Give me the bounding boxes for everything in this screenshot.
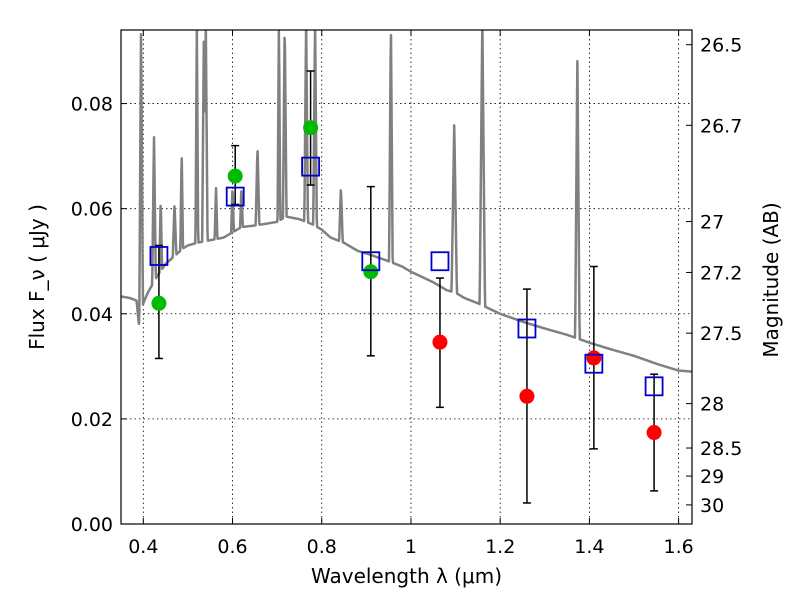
right-tick-label: 29 — [700, 466, 724, 488]
axis-ticks: 0.4 0.6 0.8 1 1.2 1.4 1.6 0.00 0.02 0.04 0.06 0.08 2… — [71, 30, 742, 558]
model-square-marker — [225, 186, 245, 207]
right-tick-label: 27.2 — [700, 262, 742, 284]
x-tick-label: 0.6 — [217, 536, 247, 558]
x-axis-label: Wavelength λ (μm) — [311, 564, 502, 588]
x-tick-label: 0.4 — [128, 536, 158, 558]
photometry-point — [363, 264, 379, 280]
plot-area — [121, 30, 692, 373]
x-tick-label: 1.6 — [664, 536, 694, 558]
y-tick-label: 0.04 — [71, 304, 113, 326]
x-tick-label: 1 — [405, 536, 417, 558]
photometry-point — [646, 425, 662, 441]
model-square-marker — [517, 318, 537, 339]
right-tick-label: 28.5 — [700, 438, 742, 460]
y-tick-label: 0.08 — [71, 94, 113, 116]
right-tick-label: 27 — [700, 212, 724, 234]
x-tick-label: 0.8 — [307, 536, 337, 558]
right-tick-label: 26.7 — [700, 115, 742, 137]
photometry-point — [432, 334, 448, 350]
right-tick-label: 26.5 — [700, 35, 742, 57]
error-bars — [154, 70, 659, 504]
photometry-point — [586, 350, 602, 366]
model-square-marker — [149, 246, 169, 266]
photometry-point — [303, 120, 319, 136]
model-square-marker — [301, 156, 320, 177]
right-axis-label: Magnitude (AB) — [759, 202, 783, 357]
model-square-marker — [584, 353, 604, 374]
y-axis-label: Flux F_ν ( μJy ) — [25, 204, 49, 350]
data-markers — [149, 120, 664, 441]
x-tick-label: 1.4 — [574, 536, 604, 558]
y-tick-label: 0.06 — [71, 199, 113, 221]
right-tick-label: 30 — [700, 495, 724, 517]
y-tick-label: 0.02 — [71, 409, 113, 431]
photometry-point — [227, 168, 243, 184]
x-tick-label: 1.2 — [485, 536, 515, 558]
y-tick-label: 0.00 — [71, 514, 113, 536]
right-tick-label: 28 — [700, 394, 724, 416]
plot-frame — [120, 29, 693, 525]
model-square-marker — [430, 251, 450, 272]
model-spectrum-line — [121, 30, 692, 373]
photometry-point — [151, 295, 167, 311]
model-square-marker — [361, 251, 381, 272]
model-square-marker — [644, 376, 664, 397]
right-tick-label: 27.5 — [700, 323, 742, 345]
photometry-point — [519, 388, 535, 404]
